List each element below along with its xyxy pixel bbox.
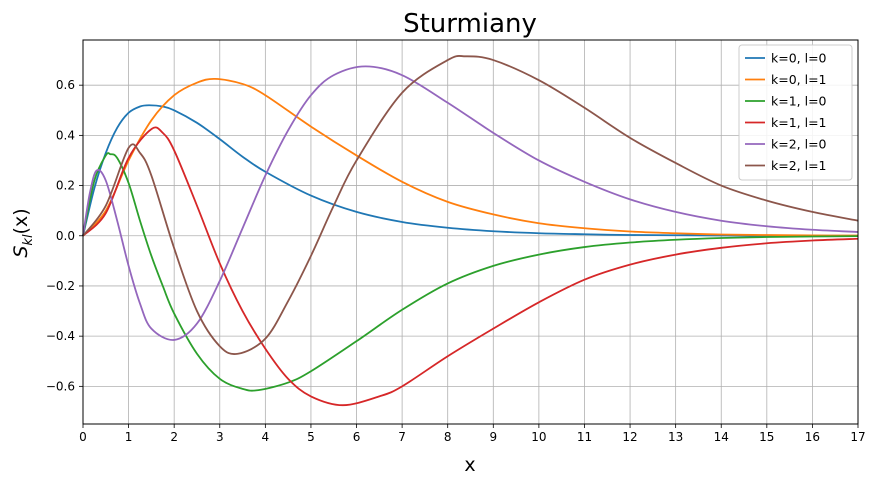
legend-label: k=0, l=1 bbox=[771, 72, 827, 87]
series-line-2 bbox=[82, 77, 859, 237]
legend-label: k=1, l=0 bbox=[771, 94, 827, 109]
y-tick-label: −0.6 bbox=[46, 379, 75, 393]
x-tick-label: 6 bbox=[353, 430, 361, 444]
x-tick-label: 3 bbox=[216, 430, 224, 444]
x-tick-label: 0 bbox=[79, 430, 87, 444]
y-tick-label: −0.4 bbox=[46, 329, 75, 343]
x-tick-label: 12 bbox=[622, 430, 637, 444]
x-axis-label: x bbox=[464, 454, 475, 476]
series-line-3 bbox=[82, 152, 859, 392]
x-tick-label: 14 bbox=[714, 430, 729, 444]
series-line-4 bbox=[82, 126, 859, 407]
x-tick-label: 8 bbox=[444, 430, 452, 444]
y-tick-label: −0.2 bbox=[46, 279, 75, 293]
y-tick-label: 0.0 bbox=[56, 229, 75, 243]
plot-frame bbox=[82, 39, 859, 425]
legend: k=0, l=0 k=0, l=1 k=1, l=0 k=1, l=1 k=2, l=0… bbox=[738, 44, 853, 181]
x-axis-ticks: 0 1 2 3 4 5 6 7 8 9 10 11 12 13 14 15 16 17 bbox=[79, 424, 866, 444]
legend-label: k=1, l=1 bbox=[771, 115, 827, 130]
legend-label: k=2, l=1 bbox=[771, 158, 827, 173]
x-tick-label: 4 bbox=[262, 430, 270, 444]
x-tick-label: 10 bbox=[531, 430, 546, 444]
y-axis-label-main: S bbox=[10, 246, 32, 258]
x-tick-label: 11 bbox=[577, 430, 592, 444]
y-axis-ticks: −0.6 −0.4 −0.2 0.0 0.2 0.4 0.6 bbox=[46, 78, 83, 393]
y-tick-label: 0.6 bbox=[56, 78, 75, 92]
x-tick-label: 16 bbox=[805, 430, 820, 444]
series-lines bbox=[82, 55, 859, 407]
x-tick-label: 13 bbox=[668, 430, 683, 444]
series-line-1 bbox=[82, 104, 859, 237]
series-line-5 bbox=[82, 65, 859, 341]
series-line-6 bbox=[82, 55, 859, 355]
y-tick-label: 0.2 bbox=[56, 179, 75, 193]
y-axis-label: Skl(x) bbox=[10, 208, 36, 257]
x-tick-label: 17 bbox=[850, 430, 865, 444]
plot-area bbox=[82, 39, 859, 425]
x-tick-label: 9 bbox=[489, 430, 497, 444]
x-tick-label: 1 bbox=[125, 430, 133, 444]
x-tick-label: 5 bbox=[307, 430, 315, 444]
y-axis-label-argument: (x) bbox=[10, 208, 32, 234]
x-tick-label: 15 bbox=[759, 430, 774, 444]
x-tick-label: 2 bbox=[170, 430, 178, 444]
y-axis-label-subscript: kl bbox=[21, 234, 36, 246]
legend-label: k=0, l=0 bbox=[771, 51, 827, 66]
legend-label: k=2, l=0 bbox=[771, 137, 827, 152]
chart-title: Sturmiany bbox=[403, 9, 537, 39]
x-tick-label: 7 bbox=[398, 430, 406, 444]
legend-box bbox=[738, 44, 853, 181]
y-tick-label: 0.4 bbox=[56, 128, 75, 142]
